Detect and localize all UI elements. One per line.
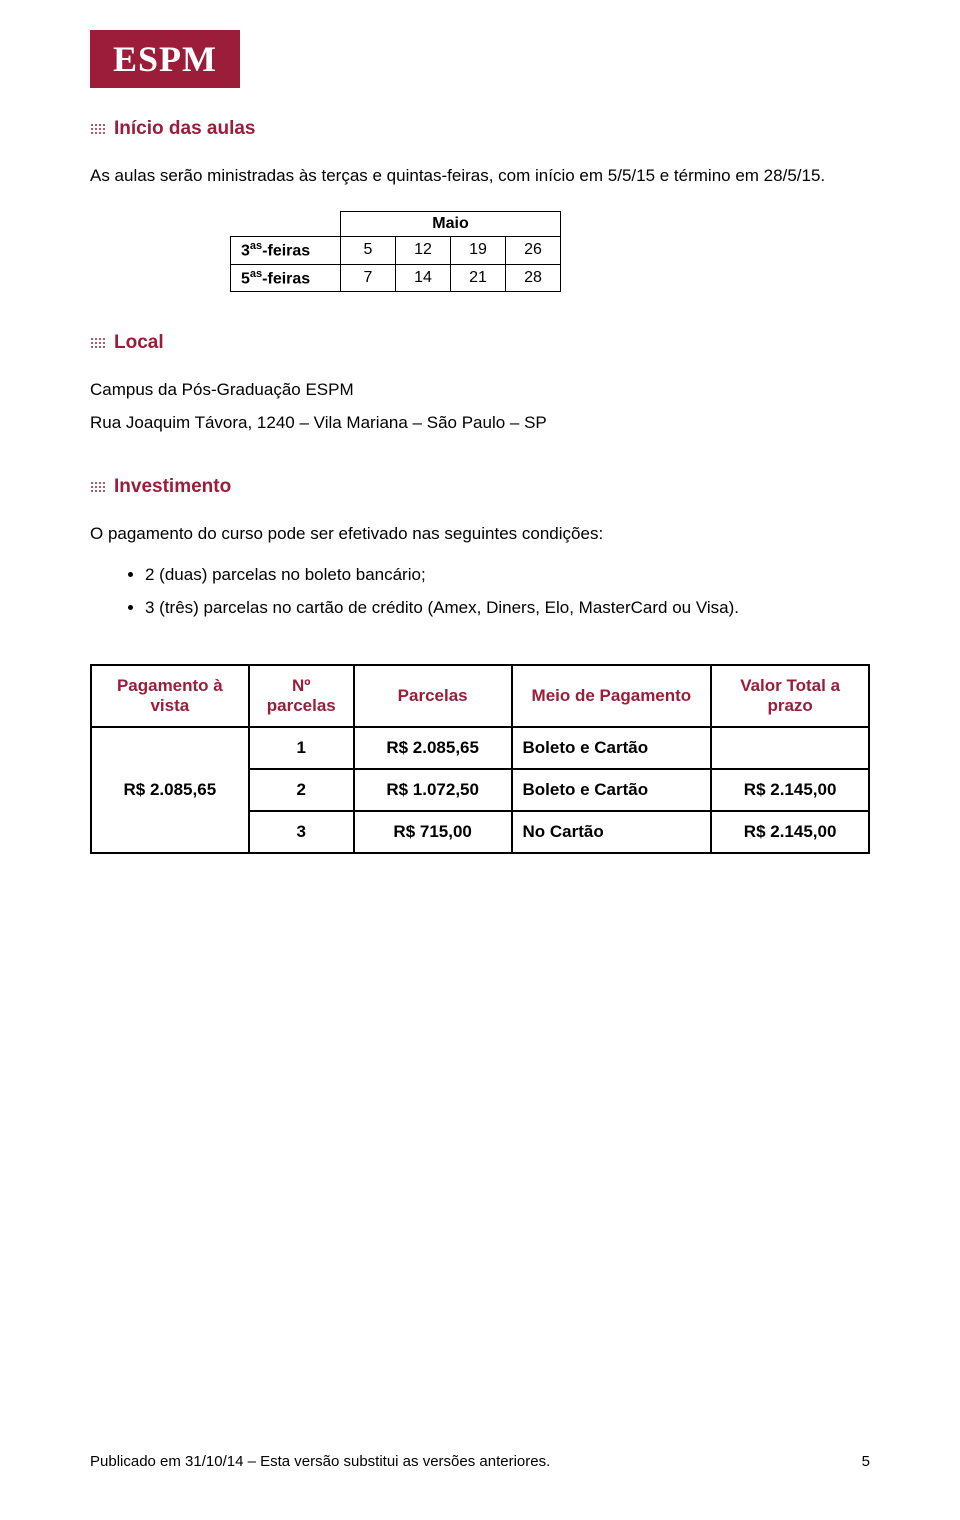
payment-meio: Boleto e Cartão bbox=[512, 769, 712, 811]
payment-header-total: Valor Total a prazo bbox=[711, 665, 869, 727]
schedule-cell: 19 bbox=[451, 237, 506, 264]
logo: ESPM bbox=[90, 30, 240, 88]
local-line1: Campus da Pós-Graduação ESPM bbox=[90, 376, 870, 403]
payment-n: 3 bbox=[249, 811, 354, 853]
schedule-header: Maio bbox=[341, 212, 561, 237]
heading-investimento-text: Investimento bbox=[114, 476, 231, 498]
schedule-cell: 21 bbox=[451, 264, 506, 291]
heading-local: Local bbox=[90, 332, 870, 354]
payment-n: 2 bbox=[249, 769, 354, 811]
payment-avista: R$ 2.085,65 bbox=[91, 727, 249, 853]
schedule-cell: 14 bbox=[396, 264, 451, 291]
schedule-cell: 5 bbox=[341, 237, 396, 264]
schedule-cell: 12 bbox=[396, 237, 451, 264]
investimento-intro: O pagamento do curso pode ser efetivado … bbox=[90, 520, 870, 547]
inicio-text: As aulas serão ministradas às terças e q… bbox=[90, 162, 870, 189]
schedule-row: 5as-feiras 7 14 21 28 bbox=[231, 264, 561, 291]
schedule-cell: 7 bbox=[341, 264, 396, 291]
payment-header-avista: Pagamento à vista bbox=[91, 665, 249, 727]
payment-parcela: R$ 2.085,65 bbox=[354, 727, 512, 769]
logo-text: ESPM bbox=[113, 38, 217, 80]
heading-inicio: Início das aulas bbox=[90, 118, 870, 140]
payment-meio: Boleto e Cartão bbox=[512, 727, 712, 769]
footer-page-number: 5 bbox=[862, 1453, 870, 1470]
local-line2: Rua Joaquim Távora, 1240 – Vila Mariana … bbox=[90, 409, 870, 436]
heading-inicio-text: Início das aulas bbox=[114, 118, 256, 140]
payment-n: 1 bbox=[249, 727, 354, 769]
heading-local-text: Local bbox=[114, 332, 164, 354]
schedule-table: Maio 3as-feiras 5 12 19 26 5as-feiras 7 … bbox=[230, 211, 561, 292]
payment-total: R$ 2.145,00 bbox=[711, 811, 869, 853]
investimento-bullets: 2 (duas) parcelas no boleto bancário; 3 … bbox=[90, 559, 870, 624]
footer: Publicado em 31/10/14 – Esta versão subs… bbox=[90, 1453, 870, 1470]
payment-table: Pagamento à vista Nº parcelas Parcelas M… bbox=[90, 664, 870, 854]
footer-left: Publicado em 31/10/14 – Esta versão subs… bbox=[90, 1453, 550, 1470]
payment-header-nparcelas: Nº parcelas bbox=[249, 665, 354, 727]
payment-header-parcelas: Parcelas bbox=[354, 665, 512, 727]
payment-total: R$ 2.145,00 bbox=[711, 769, 869, 811]
schedule-row-label: 3as-feiras bbox=[231, 237, 341, 264]
payment-parcela: R$ 1.072,50 bbox=[354, 769, 512, 811]
heading-investimento: Investimento bbox=[90, 476, 870, 498]
bullet-item: 3 (três) parcelas no cartão de crédito (… bbox=[145, 592, 870, 624]
schedule-row: 3as-feiras 5 12 19 26 bbox=[231, 237, 561, 264]
payment-parcela: R$ 715,00 bbox=[354, 811, 512, 853]
schedule-cell: 26 bbox=[506, 237, 561, 264]
schedule-cell: 28 bbox=[506, 264, 561, 291]
payment-header-meio: Meio de Pagamento bbox=[512, 665, 712, 727]
bullet-item: 2 (duas) parcelas no boleto bancário; bbox=[145, 559, 870, 591]
schedule-row-label: 5as-feiras bbox=[231, 264, 341, 291]
payment-row: R$ 2.085,65 1 R$ 2.085,65 Boleto e Cartã… bbox=[91, 727, 869, 769]
payment-meio: No Cartão bbox=[512, 811, 712, 853]
payment-total bbox=[711, 727, 869, 769]
